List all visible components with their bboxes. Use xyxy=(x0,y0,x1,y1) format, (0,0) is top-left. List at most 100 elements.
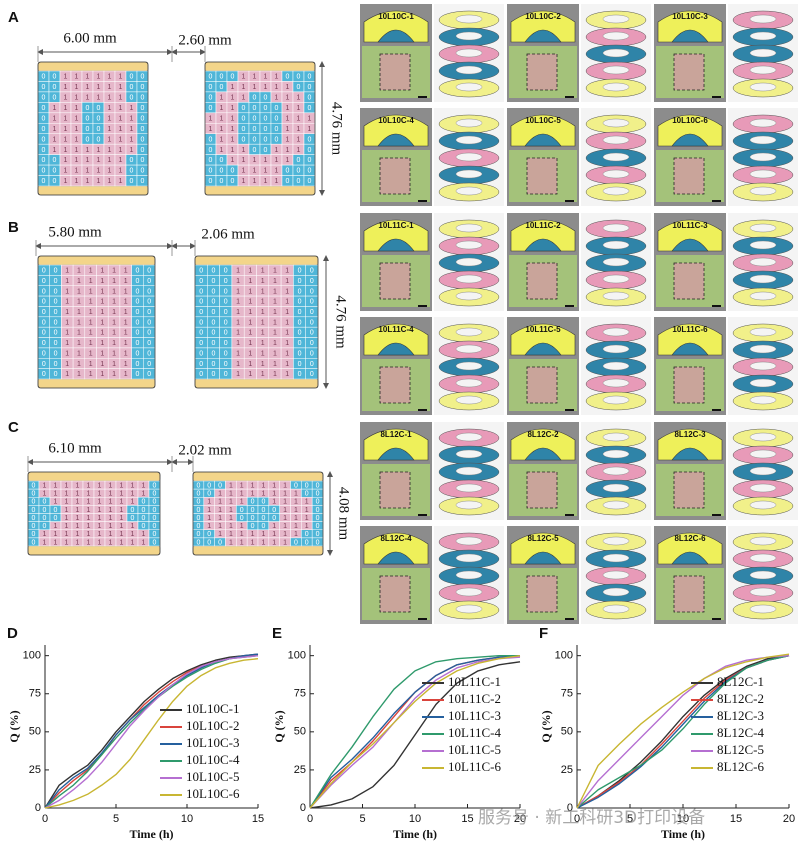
photo-scaffold xyxy=(379,366,411,404)
cell-label: 0 xyxy=(97,126,101,133)
cell-label: 1 xyxy=(229,531,233,538)
cell-label: 1 xyxy=(77,350,81,357)
cell-label: 0 xyxy=(42,361,46,368)
cell-label: 1 xyxy=(273,319,277,326)
cell-label: 1 xyxy=(218,523,222,530)
cell-label: 0 xyxy=(42,84,46,91)
scale-bar xyxy=(565,618,574,620)
cell-label: 1 xyxy=(261,268,265,275)
design-grid: 0 0 0 1 1 1 1 0 0 00 0 1 1 1 1 1 1 0 00 1 1 1 0 0 1 1 1 00 1 1 0 0 0 0 1 1 0… xyxy=(204,61,316,196)
cell-label: 1 xyxy=(64,94,68,101)
cell-label: 0 xyxy=(298,268,302,275)
cell-label: 0 xyxy=(199,278,203,285)
cell-label: 0 xyxy=(224,288,228,295)
cell-label: 1 xyxy=(283,499,287,506)
cell-label: 1 xyxy=(100,319,104,326)
cell-label: 1 xyxy=(124,288,128,295)
cell-label: 0 xyxy=(42,288,46,295)
scale-bar xyxy=(418,618,427,620)
ring-hole xyxy=(749,536,777,546)
cell-label: 0 xyxy=(199,371,203,378)
legend-label: 10L10C-2 xyxy=(186,718,239,733)
cell-label: 1 xyxy=(236,299,240,306)
cell-label: 0 xyxy=(54,288,58,295)
sample-tile: 10L10C-1 xyxy=(360,4,504,102)
dome xyxy=(657,219,723,252)
cell-label: 0 xyxy=(199,299,203,306)
cell-label: 0 xyxy=(153,507,157,514)
cell-label: 1 xyxy=(130,147,134,154)
cell-label: 0 xyxy=(142,515,146,522)
cell-label: 1 xyxy=(77,340,81,347)
cell-label: 1 xyxy=(108,115,112,122)
cell-label: 1 xyxy=(305,523,309,530)
cell-label: 1 xyxy=(64,147,68,154)
photo-scaffold xyxy=(526,262,558,300)
cell-label: 0 xyxy=(275,115,279,122)
cell-label: 0 xyxy=(130,84,134,91)
ring-hole xyxy=(749,500,777,510)
sample-label: 8L12C-2 xyxy=(527,430,559,439)
y-tick-label: 75 xyxy=(29,688,41,700)
photo-scaffold xyxy=(526,53,558,91)
cell-label: 0 xyxy=(142,523,146,530)
ring-hole xyxy=(749,587,777,597)
cell-label: 0 xyxy=(242,105,246,112)
cell-label: 0 xyxy=(86,126,90,133)
support-bar xyxy=(37,378,156,389)
cell-label: 0 xyxy=(298,361,302,368)
cell-label: 1 xyxy=(64,84,68,91)
cell-label: 1 xyxy=(283,491,287,498)
cell-label: 1 xyxy=(76,515,80,522)
cell-label: 1 xyxy=(273,340,277,347)
dome-inner xyxy=(377,447,415,461)
cell-label: 1 xyxy=(53,147,57,154)
cell-label: 0 xyxy=(220,84,224,91)
x-tick-label: 20 xyxy=(514,813,526,825)
cell-label: 0 xyxy=(53,157,57,164)
cell-label: 0 xyxy=(147,350,151,357)
x-tick-label: 0 xyxy=(42,813,48,825)
sample-tile: 10L11C-6 xyxy=(654,317,798,415)
cell-label: 0 xyxy=(153,499,157,506)
cell-label: 0 xyxy=(286,74,290,81)
cell-label: 1 xyxy=(87,507,91,514)
cell-label: 0 xyxy=(308,147,312,154)
cell-label: 0 xyxy=(264,94,268,101)
cell-label: 1 xyxy=(43,539,47,546)
dome-inner xyxy=(671,29,709,43)
cell-label: 1 xyxy=(207,515,211,522)
cell-label: 1 xyxy=(242,168,246,175)
cell-label: 0 xyxy=(199,288,203,295)
y-tick-label: 25 xyxy=(294,764,306,776)
cell-label: 1 xyxy=(275,178,279,185)
cell-label: 1 xyxy=(253,178,257,185)
cell-label: 0 xyxy=(54,268,58,275)
legend-label: 8L12C-2 xyxy=(717,691,764,706)
photo-scaffold xyxy=(526,366,558,404)
cell-label: 1 xyxy=(75,157,79,164)
legend-label: 8L12C-4 xyxy=(717,725,764,740)
ring-hole xyxy=(455,378,483,388)
cell-label: 1 xyxy=(97,168,101,175)
ring-hole xyxy=(455,274,483,284)
cell-label: 1 xyxy=(75,168,79,175)
y-tick-label: 0 xyxy=(35,802,41,814)
y-tick-label: 75 xyxy=(561,688,573,700)
cell-label: 1 xyxy=(97,147,101,154)
cell-label: 0 xyxy=(310,268,314,275)
cell-label: 1 xyxy=(261,288,265,295)
cell-label: 0 xyxy=(42,157,46,164)
cell-label: 0 xyxy=(147,361,151,368)
y-tick-label: 100 xyxy=(23,650,41,662)
cell-label: 1 xyxy=(87,482,91,489)
gap-label: 2.06 mm xyxy=(201,226,255,242)
cell-label: 1 xyxy=(119,168,123,175)
ring-hole xyxy=(602,500,630,510)
cell-label: 0 xyxy=(196,491,200,498)
cell-label: 1 xyxy=(108,74,112,81)
ring-hole xyxy=(455,344,483,354)
sample-label: 10L10C-2 xyxy=(525,12,561,21)
cell-label: 1 xyxy=(248,319,252,326)
